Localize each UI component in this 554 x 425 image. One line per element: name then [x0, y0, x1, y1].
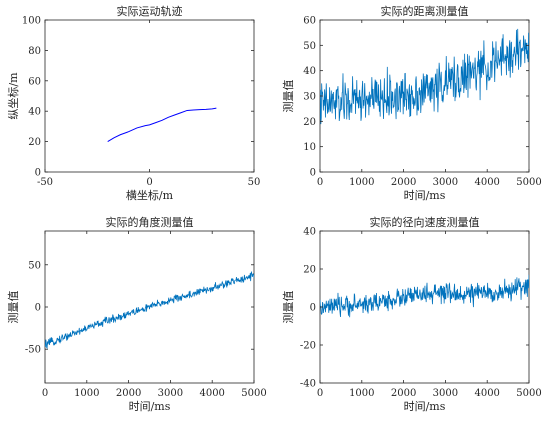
y-tick-label: 100 — [22, 16, 41, 27]
y-axis-label: 纵坐标/m — [6, 72, 20, 120]
x-tick-label: 4000 — [474, 177, 499, 188]
x-tick-label: 5000 — [241, 388, 266, 399]
x-tick-label: 2000 — [116, 388, 141, 399]
x-tick-label: 0 — [317, 177, 323, 188]
axes-box — [319, 230, 530, 384]
x-tick-label: 3000 — [433, 177, 458, 188]
x-axis-label: 横坐标/m — [126, 188, 174, 202]
y-axis-label: 测量值 — [282, 80, 295, 113]
y-tick-label: 0 — [35, 303, 41, 314]
y-tick-label: 10 — [303, 142, 316, 153]
axes-box — [44, 19, 255, 173]
series-line — [107, 107, 217, 143]
y-axis-label: 测量值 — [7, 291, 20, 324]
x-tick-label: 3000 — [433, 388, 458, 399]
y-tick-label: -20 — [300, 341, 316, 352]
y-tick-label: 40 — [303, 227, 316, 238]
y-tick-label: 20 — [303, 265, 316, 276]
x-tick-label: -50 — [37, 177, 53, 188]
x-tick-label: 2000 — [391, 388, 416, 399]
y-tick-label: 40 — [303, 66, 316, 77]
y-tick-label: -40 — [300, 379, 316, 390]
x-axis-label: 时间/ms — [404, 189, 446, 202]
x-tick-label: 5000 — [516, 388, 541, 399]
chart-panel-3: 0 1000 2000 3000 4000 5000 -50 0 50 实际的角度测量值时间/ms… — [7, 215, 267, 413]
y-tick-label: 40 — [28, 107, 41, 118]
x-tick-label: 50 — [248, 177, 261, 188]
x-tick-label: 4000 — [199, 388, 224, 399]
y-tick-label: 80 — [28, 46, 41, 57]
x-tick-label: 0 — [146, 177, 152, 188]
x-axis-label: 时间/ms — [404, 400, 446, 413]
x-tick-label: 1000 — [349, 388, 374, 399]
y-tick-label: 0 — [310, 168, 316, 179]
chart-title: 实际的距离测量值 — [381, 4, 469, 18]
series-line — [45, 270, 254, 350]
y-tick-label: 20 — [28, 137, 41, 148]
x-tick-label: 1000 — [74, 388, 99, 399]
series-line — [320, 28, 529, 125]
y-tick-label: 60 — [303, 16, 316, 27]
y-tick-label: 50 — [303, 41, 316, 52]
x-tick-label: 5000 — [516, 177, 541, 188]
x-tick-label: 1000 — [349, 177, 374, 188]
x-tick-label: 0 — [317, 388, 323, 399]
x-tick-label: 4000 — [474, 388, 499, 399]
series-line — [320, 274, 529, 318]
y-tick-label: 0 — [310, 303, 316, 314]
y-tick-label: -50 — [25, 345, 41, 356]
y-tick-label: 60 — [28, 76, 41, 87]
x-tick-label: 2000 — [391, 177, 416, 188]
y-tick-label: 20 — [303, 117, 316, 128]
y-tick-label: 0 — [35, 168, 41, 179]
y-axis-label: 测量值 — [282, 291, 295, 324]
chart-title: 实际的角度测量值 — [106, 215, 194, 229]
x-axis-label: 时间/ms — [129, 400, 171, 413]
y-tick-label: 30 — [303, 92, 316, 103]
chart-title: 实际的径向速度测量值 — [370, 215, 480, 229]
chart-title: 实际运动轨迹 — [117, 4, 183, 18]
x-tick-label: 0 — [42, 388, 48, 399]
chart-panel-2: 0 1000 2000 3000 4000 5000 0 10 20 30 40 50 60 实际的距离测… — [282, 4, 542, 202]
chart-panel-4: 0 1000 2000 3000 4000 5000 -40 -20 0 20 40 实际的径向速度测… — [282, 215, 542, 413]
y-tick-label: 50 — [28, 260, 41, 271]
x-tick-label: 3000 — [158, 388, 183, 399]
